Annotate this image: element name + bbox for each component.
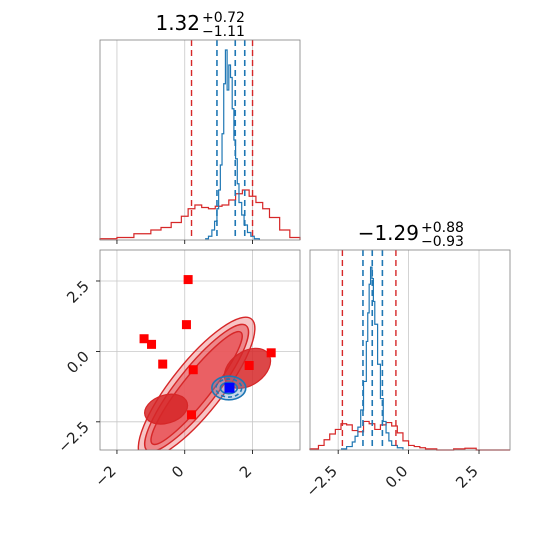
param1-histogram-panel: [99, 39, 301, 244]
param1-title: 1.32: [155, 11, 200, 35]
param2-title: −1.29: [358, 221, 419, 245]
param2-title-plus: +0.88: [421, 220, 464, 236]
true-value-marker: [224, 382, 235, 393]
x-tick-label: −2.5: [303, 462, 341, 500]
panel-frame: [99, 39, 301, 241]
joint-scatter-panel: −2 0 2 −2.5 0.0 2.5: [54, 249, 301, 490]
posterior-contour: [219, 381, 239, 395]
param1-title-plus: +0.72: [202, 10, 245, 26]
panel-frame: [99, 249, 301, 451]
red-sample-marker: [244, 360, 254, 370]
red-sample-marker: [139, 334, 149, 344]
posterior-contour: [215, 378, 243, 398]
x-tick-label: 2.5: [452, 462, 482, 492]
red-sample-marker: [147, 339, 157, 349]
red-sample-marker: [266, 348, 276, 358]
x-tick-label: −2: [91, 462, 119, 490]
red-sample-marker: [188, 365, 198, 375]
red-sample-marker: [181, 320, 191, 330]
red-sample-marker: [187, 410, 197, 420]
param2-title-minus: −0.93: [421, 234, 464, 250]
y-tick-label: 0.0: [63, 348, 93, 378]
param2-histogram-panel: −2.5 0.0 2.5: [303, 249, 511, 501]
prior-contour-core: [144, 393, 189, 425]
param1-title-minus: −1.11: [202, 24, 245, 40]
x-tick-label: 2: [236, 462, 255, 481]
panel-frame: [309, 249, 511, 451]
joint-plot-area: [137, 275, 276, 450]
y-tick-label: −2.5: [54, 418, 92, 456]
red-sample-marker: [183, 275, 193, 285]
posterior-histogram-line: [340, 266, 404, 450]
x-tick-label: 0.0: [382, 462, 412, 492]
x-tick-label: 0: [168, 462, 187, 481]
prior-histogram-line: [309, 420, 510, 451]
posterior-histogram-line: [205, 49, 260, 240]
y-tick-label: 2.5: [63, 277, 93, 307]
red-sample-marker: [158, 359, 168, 369]
prior-histogram-line: [99, 189, 301, 240]
